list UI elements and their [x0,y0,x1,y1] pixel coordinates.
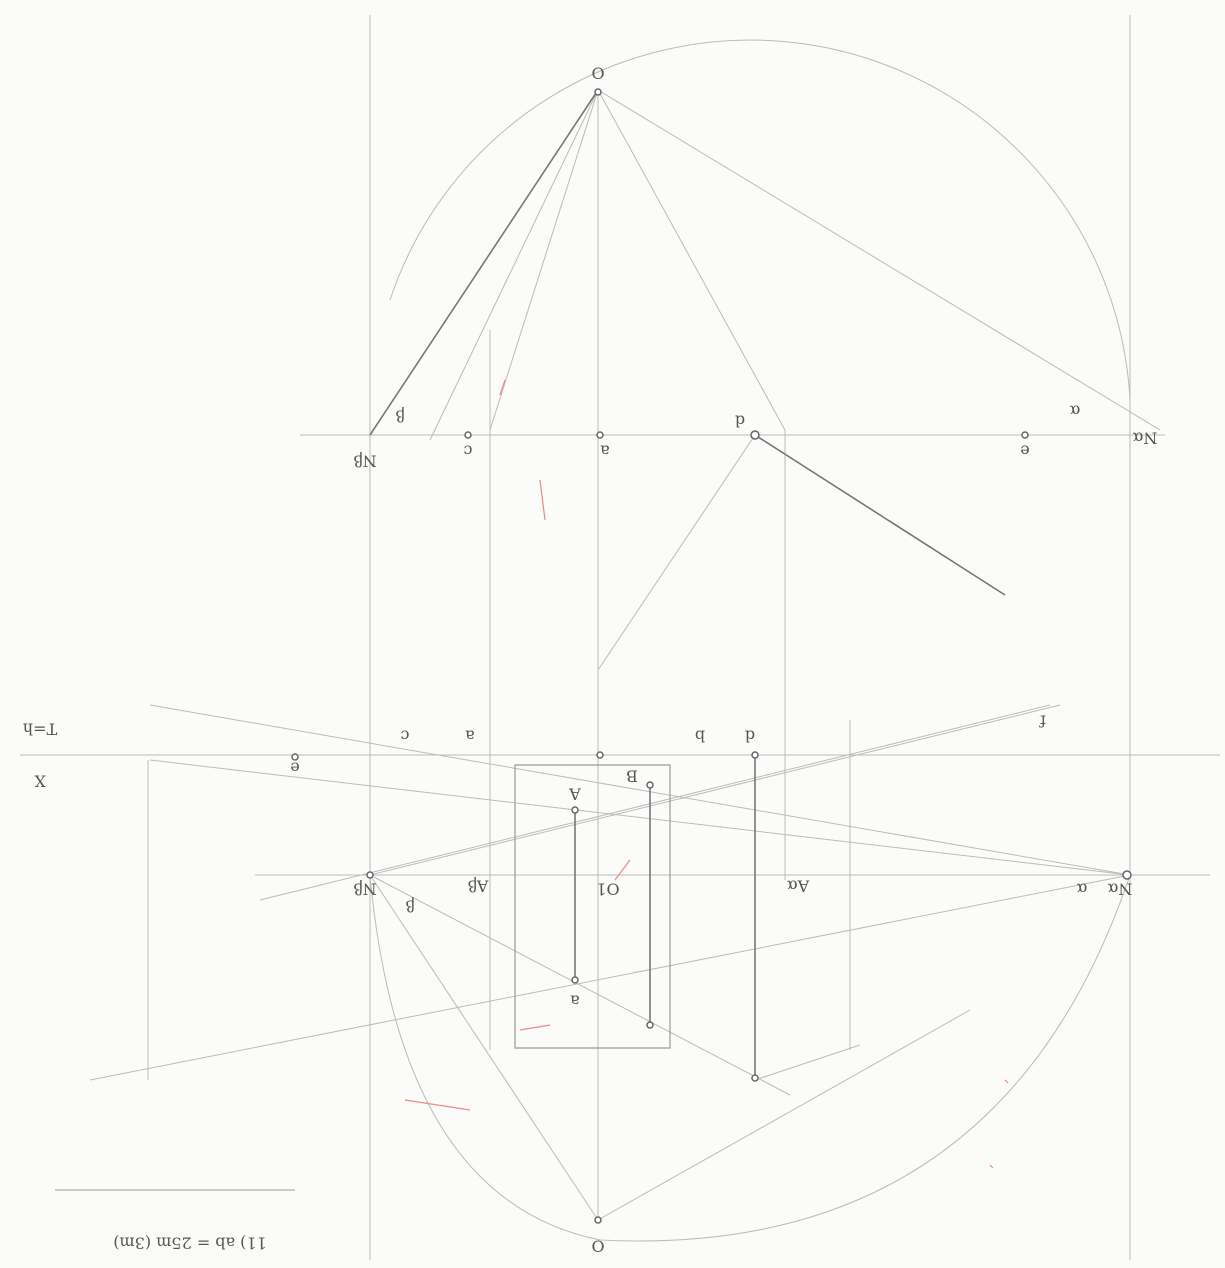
label: O [591,64,604,83]
drawing: O Nβ β c a d e α Nα X T=h e c a b d f Nβ… [0,0,1225,1268]
note: 11) ab = 25m (3m) [113,1234,267,1253]
label: T=h [23,720,57,739]
label: d [745,727,755,746]
labels: O Nβ β c a d e α Nα X T=h e c a b d f Nβ… [23,64,1158,1256]
label: Nβ [353,880,376,899]
label: d [735,412,745,431]
label: Nα [1107,880,1132,899]
label: O1 [596,880,619,899]
label: α [1069,402,1080,421]
label: e [1020,442,1029,461]
label: Nβ [353,452,376,471]
construction-lines [20,15,1220,1260]
label: α [1076,880,1087,899]
label: a [600,442,610,461]
label: Aα [787,877,811,896]
label: a [570,992,580,1011]
label: c [400,727,409,746]
red-marks [405,380,1008,1168]
label: A [569,785,582,804]
label: Aβ [468,877,490,896]
label: β [395,407,404,426]
label: f [1039,712,1046,731]
label: c [463,442,472,461]
label: X [34,772,46,791]
label: b [695,727,705,746]
label: e [290,759,299,778]
points [292,89,1131,1223]
label: B [626,767,638,786]
label: β [405,897,414,916]
label: a [465,727,475,746]
main-lines [370,90,1005,1078]
label: Nα [1132,429,1157,448]
label: O [591,1237,604,1256]
